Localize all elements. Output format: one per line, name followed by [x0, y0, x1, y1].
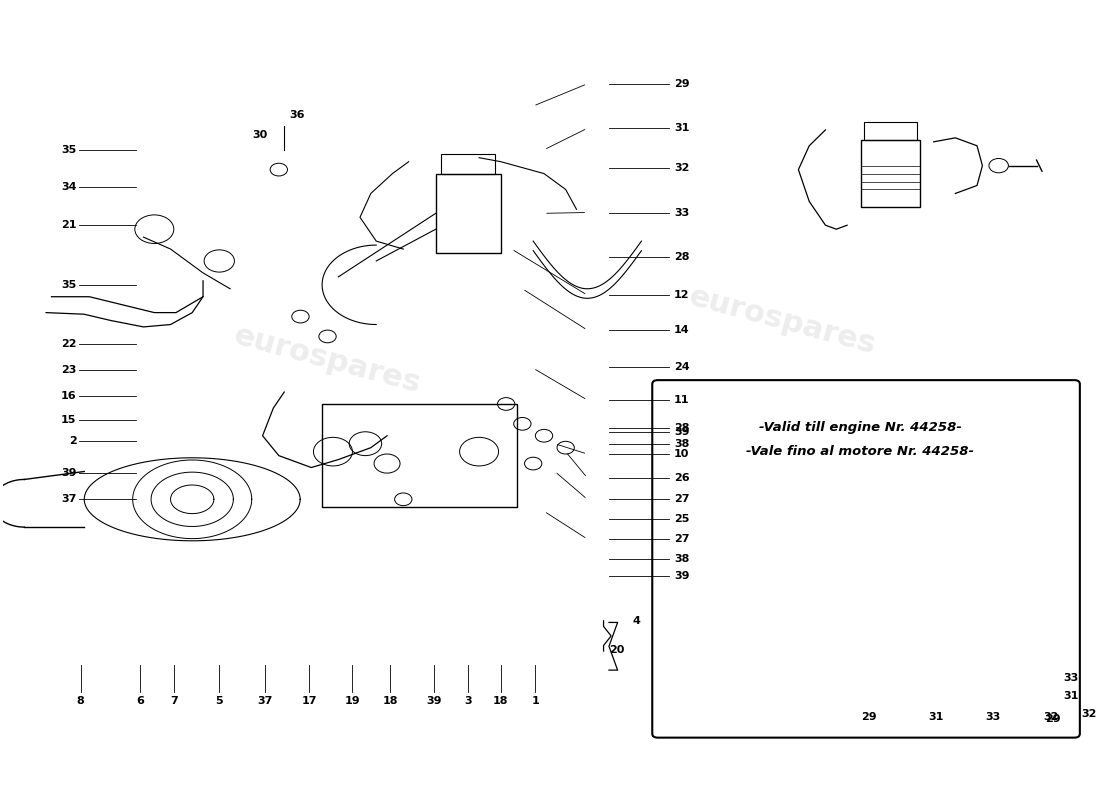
Text: 11: 11 [674, 395, 690, 405]
Text: 33: 33 [674, 207, 690, 218]
Text: eurospares: eurospares [685, 282, 879, 359]
Bar [322, 404, 517, 507]
Text: 27: 27 [674, 494, 690, 504]
Text: 39: 39 [674, 426, 690, 437]
Text: 36: 36 [289, 110, 305, 120]
Polygon shape [760, 543, 1064, 686]
Text: 39: 39 [674, 571, 690, 582]
FancyBboxPatch shape [652, 380, 1080, 738]
Text: 16: 16 [60, 391, 76, 401]
Text: 29: 29 [861, 712, 877, 722]
Text: 4: 4 [632, 616, 640, 626]
Text: 1: 1 [531, 696, 539, 706]
Text: 33: 33 [986, 712, 1001, 722]
Text: 30: 30 [253, 130, 268, 141]
Text: 3: 3 [464, 696, 472, 706]
Text: 33: 33 [1064, 673, 1079, 683]
Text: 37: 37 [60, 494, 76, 504]
Text: 27: 27 [674, 534, 690, 544]
Text: 8: 8 [77, 696, 85, 706]
Text: eurospares: eurospares [231, 322, 425, 399]
Bar [436, 174, 500, 253]
Text: 29: 29 [674, 79, 690, 89]
Text: 39: 39 [60, 468, 76, 478]
Text: 12: 12 [674, 290, 690, 300]
Text: -Vale fino al motore Nr. 44258-: -Vale fino al motore Nr. 44258- [746, 445, 975, 458]
Text: 18: 18 [383, 696, 398, 706]
Text: 35: 35 [62, 145, 76, 154]
Text: 35: 35 [62, 280, 76, 290]
Text: 2: 2 [68, 436, 76, 446]
Bar [860, 140, 921, 207]
Text: 38: 38 [674, 554, 690, 564]
Text: 19: 19 [344, 696, 360, 706]
Text: 39: 39 [426, 696, 441, 706]
Text: 31: 31 [1064, 691, 1079, 702]
Text: 31: 31 [928, 712, 944, 722]
Text: 28: 28 [674, 252, 690, 262]
Text: 32: 32 [1043, 712, 1058, 722]
Text: 24: 24 [674, 362, 690, 372]
Text: 10: 10 [674, 449, 690, 459]
Text: 31: 31 [674, 123, 690, 134]
Text: 7: 7 [169, 696, 178, 706]
Text: 20: 20 [609, 646, 625, 655]
Text: 25: 25 [674, 514, 690, 524]
Bar [864, 122, 917, 140]
Text: 34: 34 [60, 182, 76, 192]
Text: 32: 32 [674, 163, 690, 173]
Text: 15: 15 [60, 415, 76, 425]
Text: 37: 37 [257, 696, 273, 706]
Text: -Valid till engine Nr. 44258-: -Valid till engine Nr. 44258- [759, 422, 961, 434]
Text: 18: 18 [493, 696, 508, 706]
Text: 17: 17 [301, 696, 317, 706]
Bar [441, 154, 495, 174]
Text: 38: 38 [674, 438, 690, 449]
Text: 5: 5 [216, 696, 223, 706]
Text: 21: 21 [60, 220, 76, 230]
Text: 6: 6 [136, 696, 144, 706]
Text: 32: 32 [1081, 709, 1097, 719]
Text: 23: 23 [60, 365, 76, 375]
Text: 14: 14 [674, 325, 690, 335]
Text: 29: 29 [1045, 714, 1060, 724]
Text: 26: 26 [674, 473, 690, 483]
Text: 28: 28 [674, 423, 690, 433]
Text: 22: 22 [60, 339, 76, 350]
